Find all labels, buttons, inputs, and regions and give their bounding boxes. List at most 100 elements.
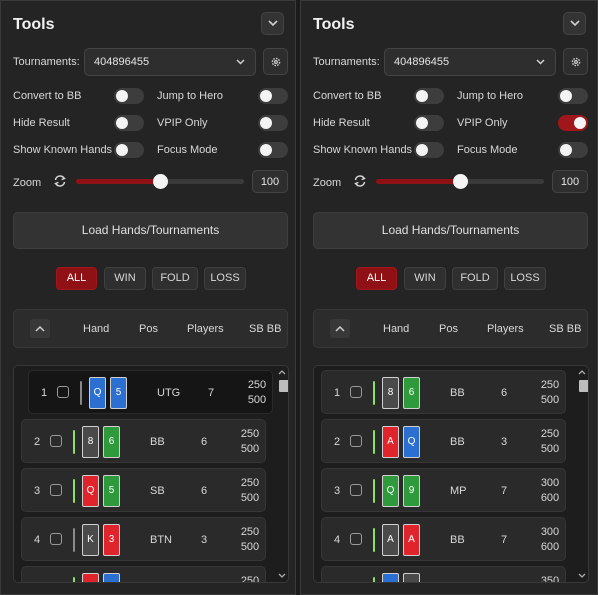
toggle-knob xyxy=(574,117,586,129)
hand-list[interactable]: 1 Q 5 UTG 7 250 500 2 8 6 BB 6 250 500 3 Q 5 SB 6 250 500 4 K 3… xyxy=(13,365,289,583)
playing-card: Q xyxy=(382,475,399,507)
hand-row[interactable]: 350 xyxy=(321,566,566,583)
hand-checkbox[interactable] xyxy=(50,484,62,496)
column-header-hand[interactable]: Hand xyxy=(83,323,110,335)
chevron-down-icon[interactable] xyxy=(278,573,286,578)
filter-all-button[interactable]: ALL xyxy=(56,267,97,290)
hand-checkbox[interactable] xyxy=(50,435,62,447)
hide-result-toggle[interactable] xyxy=(114,115,144,131)
playing-card: 5 xyxy=(110,377,127,409)
jump-to-hero-toggle[interactable] xyxy=(558,88,588,104)
refresh-icon[interactable] xyxy=(53,174,67,188)
hand-row[interactable]: 2 8 6 BB 6 250 500 xyxy=(21,419,266,463)
tournaments-label: Tournaments: xyxy=(13,56,80,68)
filter-fold-button[interactable]: FOLD xyxy=(452,267,498,290)
filter-fold-button[interactable]: FOLD xyxy=(152,267,198,290)
settings-button[interactable] xyxy=(263,48,288,75)
focus-mode-toggle[interactable] xyxy=(558,142,588,158)
result-indicator xyxy=(373,381,375,405)
hand-row[interactable]: 4 A A BB 7 300 600 xyxy=(321,517,566,561)
sort-button[interactable] xyxy=(30,319,50,338)
scrollbar-thumb[interactable] xyxy=(579,380,588,392)
scrollbar[interactable] xyxy=(276,366,288,582)
chevron-down-icon[interactable] xyxy=(578,573,586,578)
focus-mode-toggle[interactable] xyxy=(258,142,288,158)
collapse-button[interactable] xyxy=(261,12,284,35)
sort-button[interactable] xyxy=(330,319,350,338)
hand-checkbox[interactable] xyxy=(50,533,62,545)
column-header-hand[interactable]: Hand xyxy=(383,323,410,335)
jump-to-hero-toggle[interactable] xyxy=(258,88,288,104)
hand-blinds: 250 500 xyxy=(242,378,272,408)
hand-row[interactable]: 3 Q 9 MP 7 300 600 xyxy=(321,468,566,512)
hand-checkbox[interactable] xyxy=(50,582,62,583)
hand-index: 3 xyxy=(334,485,341,497)
vpip-only-toggle[interactable] xyxy=(558,115,588,131)
hand-checkbox[interactable] xyxy=(57,386,69,398)
hand-position: BTN xyxy=(150,534,172,546)
show-known-hands-toggle[interactable] xyxy=(414,142,444,158)
column-header-pos[interactable]: Pos xyxy=(139,323,158,335)
playing-card: A xyxy=(382,524,399,556)
big-blind: 500 xyxy=(540,394,560,406)
zoom-value-input[interactable]: 100 xyxy=(552,170,588,193)
tournament-select[interactable]: 404896455 xyxy=(384,48,556,76)
filter-loss-button[interactable]: LOSS xyxy=(504,267,546,290)
hand-row[interactable]: 250 xyxy=(21,566,266,583)
zoom-slider-thumb[interactable] xyxy=(153,174,168,189)
load-hands-button[interactable]: Load Hands/Tournaments xyxy=(13,212,288,249)
show-known-hands-toggle[interactable] xyxy=(114,142,144,158)
filter-all-button[interactable]: ALL xyxy=(356,267,397,290)
hand-checkbox[interactable] xyxy=(350,386,362,398)
hand-position: BB xyxy=(450,387,465,399)
small-blind: 250 xyxy=(540,428,560,440)
focus-mode-label: Focus Mode xyxy=(157,144,218,156)
hand-row[interactable]: 4 K 3 BTN 3 250 500 xyxy=(21,517,266,561)
big-blind: 500 xyxy=(240,492,260,504)
hand-blinds: 250 500 xyxy=(235,476,265,506)
column-header-players[interactable]: Players xyxy=(187,323,224,335)
column-header-blinds[interactable]: SB BB xyxy=(249,323,282,335)
zoom-label: Zoom xyxy=(13,177,42,189)
collapse-button[interactable] xyxy=(563,12,586,35)
scrollbar-thumb[interactable] xyxy=(279,380,288,392)
hand-row[interactable]: 3 Q 5 SB 6 250 500 xyxy=(21,468,266,512)
scrollbar[interactable] xyxy=(576,366,588,582)
hand-checkbox[interactable] xyxy=(350,582,362,583)
convert-to-bb-toggle[interactable] xyxy=(114,88,144,104)
settings-button[interactable] xyxy=(563,48,588,75)
chevron-up-icon[interactable] xyxy=(278,370,286,375)
column-header-pos[interactable]: Pos xyxy=(439,323,458,335)
gear-icon xyxy=(571,57,581,67)
filter-win-button[interactable]: WIN xyxy=(104,267,146,290)
column-header-players[interactable]: Players xyxy=(487,323,524,335)
tournament-select[interactable]: 404896455 xyxy=(84,48,256,76)
hand-players: 3 xyxy=(201,534,208,546)
filter-loss-button[interactable]: LOSS xyxy=(204,267,246,290)
hand-row[interactable]: 1 8 6 BB 6 250 500 xyxy=(321,370,566,414)
hand-players: 6 xyxy=(501,387,508,399)
column-header-blinds[interactable]: SB BB xyxy=(549,323,582,335)
vpip-only-toggle[interactable] xyxy=(258,115,288,131)
hand-players: 7 xyxy=(501,485,508,497)
hide-result-toggle[interactable] xyxy=(414,115,444,131)
zoom-slider[interactable] xyxy=(76,174,244,189)
filter-win-button[interactable]: WIN xyxy=(404,267,446,290)
refresh-icon[interactable] xyxy=(353,174,367,188)
hand-checkbox[interactable] xyxy=(350,484,362,496)
big-blind: 500 xyxy=(240,443,260,455)
hand-row[interactable]: 2 A Q BB 3 250 500 xyxy=(321,419,566,463)
playing-card: Q xyxy=(403,426,420,458)
toggle-knob xyxy=(260,144,272,156)
chevron-up-icon[interactable] xyxy=(578,370,586,375)
hand-checkbox[interactable] xyxy=(350,533,362,545)
load-hands-button[interactable]: Load Hands/Tournaments xyxy=(313,212,588,249)
zoom-value-input[interactable]: 100 xyxy=(252,170,288,193)
hand-checkbox[interactable] xyxy=(350,435,362,447)
hand-list[interactable]: 1 8 6 BB 6 250 500 2 A Q BB 3 250 500 3 Q 9 MP 7 300 600 4 A A B… xyxy=(313,365,589,583)
playing-card xyxy=(382,573,399,582)
convert-to-bb-toggle[interactable] xyxy=(414,88,444,104)
zoom-slider[interactable] xyxy=(376,174,544,189)
zoom-slider-thumb[interactable] xyxy=(453,174,468,189)
hand-row[interactable]: 1 Q 5 UTG 7 250 500 xyxy=(28,370,273,414)
